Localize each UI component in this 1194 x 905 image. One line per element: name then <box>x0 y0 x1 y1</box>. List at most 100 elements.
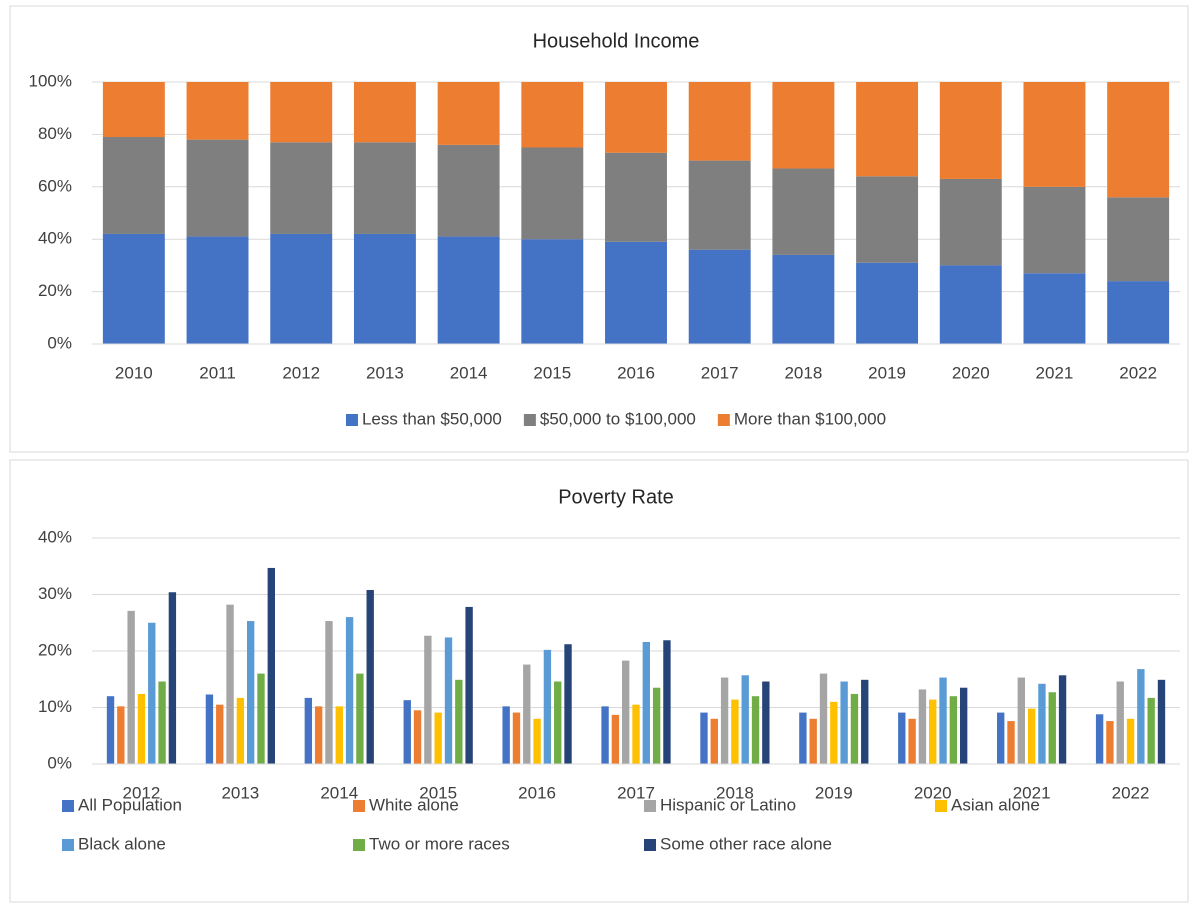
x-tick-label: 2022 <box>1112 783 1150 802</box>
x-tick-label: 2010 <box>115 363 153 382</box>
bar <box>137 693 146 764</box>
bar-segment <box>353 142 416 234</box>
bar <box>246 621 255 764</box>
bar-segment <box>856 82 919 177</box>
bar-segment <box>521 239 584 344</box>
y-tick-label: 40% <box>38 229 72 248</box>
bar <box>830 701 838 764</box>
bar-segment <box>605 152 667 242</box>
bar-segment <box>186 139 249 237</box>
bar <box>1157 679 1166 764</box>
bar <box>314 706 323 764</box>
bar <box>1106 721 1114 764</box>
legend-swatch <box>345 414 358 426</box>
bar <box>325 621 333 764</box>
legend-label: Less than $50,000 <box>362 409 502 428</box>
bar-segment <box>1107 197 1170 282</box>
bar <box>554 681 562 764</box>
bar <box>216 704 224 764</box>
bar <box>850 693 859 764</box>
y-tick-label: 20% <box>38 281 72 300</box>
bar <box>622 660 630 764</box>
bar <box>117 706 125 764</box>
bar <box>898 712 906 764</box>
bar-segment <box>772 168 835 255</box>
bar-segment <box>1023 82 1086 187</box>
bar-segment <box>605 82 667 153</box>
bar <box>1027 708 1036 764</box>
x-tick-label: 2017 <box>617 783 655 802</box>
bar <box>908 718 916 764</box>
y-tick-label: 0% <box>47 333 72 352</box>
bar-segment <box>186 236 249 344</box>
bar <box>840 681 848 764</box>
bar-segment <box>270 233 333 344</box>
y-tick-label: 80% <box>38 124 72 143</box>
legend-swatch <box>523 414 536 426</box>
bar-segment <box>353 233 416 344</box>
bar-segment <box>688 82 751 161</box>
bar <box>1126 718 1135 764</box>
x-tick-label: 2014 <box>450 363 488 382</box>
bar-segment <box>270 142 333 234</box>
bar-segment <box>1107 82 1170 198</box>
bar-segment <box>688 249 751 344</box>
bar <box>731 699 739 764</box>
bar-segment <box>102 233 165 344</box>
legend-swatch <box>717 414 730 426</box>
x-tick-label: 2015 <box>419 783 457 802</box>
chart-frame <box>9 459 1189 903</box>
legend-label: More than $100,000 <box>734 409 886 428</box>
bar <box>236 697 245 764</box>
x-tick-label: 2021 <box>1013 783 1051 802</box>
y-tick-label: 100% <box>29 71 72 90</box>
bar <box>601 706 609 764</box>
bar <box>809 718 817 764</box>
x-tick-label: 2021 <box>1036 363 1074 382</box>
bar-segment <box>270 82 333 143</box>
bar-segment <box>353 82 416 143</box>
bar-segment <box>1023 186 1086 274</box>
bar-segment <box>521 147 584 240</box>
bar <box>1017 677 1026 764</box>
chart-title: Household Income <box>533 30 700 52</box>
x-tick-label: 2012 <box>123 783 161 802</box>
legend-swatch <box>644 800 656 812</box>
bar <box>267 567 275 764</box>
legend-swatch <box>644 839 656 851</box>
bar-segment <box>437 236 500 344</box>
x-tick-label: 2018 <box>784 363 822 382</box>
bar <box>1007 721 1015 764</box>
bar-segment <box>856 176 919 263</box>
bar-segment <box>437 82 500 145</box>
bar <box>1058 675 1067 764</box>
x-tick-label: 2020 <box>914 783 952 802</box>
bar <box>720 677 729 764</box>
legend-label: Hispanic or Latino <box>660 795 796 814</box>
x-tick-label: 2017 <box>701 363 739 382</box>
bar <box>751 696 760 764</box>
legend-label: Some other race alone <box>660 834 832 853</box>
bar-segment <box>186 82 249 140</box>
bar <box>226 604 234 764</box>
y-tick-label: 10% <box>38 697 72 716</box>
legend-label: Asian alone <box>951 795 1040 814</box>
bar-segment <box>605 241 667 344</box>
bar <box>929 699 937 764</box>
bar <box>652 687 661 764</box>
bar <box>959 687 968 764</box>
bar <box>106 696 115 764</box>
bar-segment <box>1023 273 1086 344</box>
bar <box>424 635 432 764</box>
bar <box>205 694 214 764</box>
bar-segment <box>1107 281 1170 344</box>
bar <box>413 710 422 764</box>
x-tick-label: 2019 <box>868 363 906 382</box>
y-tick-label: 0% <box>47 753 72 772</box>
bar <box>465 606 473 764</box>
x-tick-label: 2016 <box>518 783 556 802</box>
bar <box>366 589 374 764</box>
bar <box>434 712 442 764</box>
legend-label: $50,000 to $100,000 <box>540 409 696 428</box>
